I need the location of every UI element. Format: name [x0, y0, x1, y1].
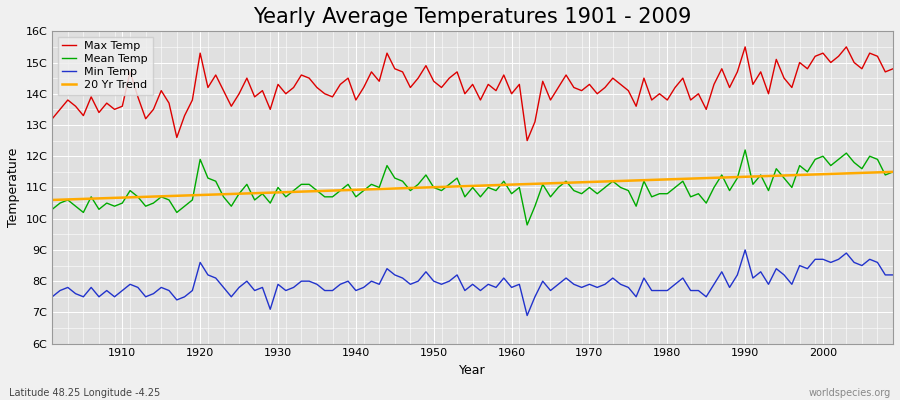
- Max Temp: [499, 73, 509, 78]
- Min Temp: [327, 288, 338, 293]
- Min Temp: [281, 288, 292, 293]
- 20 Yr Trend: [327, 188, 338, 193]
- Min Temp: [740, 248, 751, 252]
- 20 Yr Trend: [506, 182, 517, 187]
- Max Temp: [740, 44, 751, 49]
- Max Temp: [109, 107, 120, 112]
- Y-axis label: Temperature: Temperature: [7, 148, 20, 227]
- Line: Max Temp: Max Temp: [52, 47, 893, 141]
- Max Temp: [506, 91, 517, 96]
- Max Temp: [522, 138, 533, 143]
- Min Temp: [887, 272, 898, 277]
- Min Temp: [499, 276, 509, 280]
- Mean Temp: [740, 148, 751, 152]
- Mean Temp: [109, 204, 120, 209]
- Min Temp: [608, 276, 618, 280]
- Max Temp: [47, 116, 58, 121]
- Mean Temp: [281, 194, 292, 199]
- Mean Temp: [522, 222, 533, 227]
- Mean Temp: [608, 179, 618, 184]
- Mean Temp: [499, 179, 509, 184]
- Title: Yearly Average Temperatures 1901 - 2009: Yearly Average Temperatures 1901 - 2009: [254, 7, 692, 27]
- Min Temp: [109, 294, 120, 299]
- Max Temp: [887, 66, 898, 71]
- Text: worldspecies.org: worldspecies.org: [809, 388, 891, 398]
- Min Temp: [522, 313, 533, 318]
- Min Temp: [506, 285, 517, 290]
- Min Temp: [47, 294, 58, 299]
- Mean Temp: [327, 194, 338, 199]
- 20 Yr Trend: [281, 190, 292, 194]
- 20 Yr Trend: [599, 179, 610, 184]
- Line: 20 Yr Trend: 20 Yr Trend: [52, 172, 893, 200]
- 20 Yr Trend: [109, 196, 120, 200]
- 20 Yr Trend: [499, 182, 509, 187]
- X-axis label: Year: Year: [459, 364, 486, 377]
- Max Temp: [608, 76, 618, 80]
- Mean Temp: [887, 170, 898, 174]
- Mean Temp: [506, 191, 517, 196]
- Line: Mean Temp: Mean Temp: [52, 150, 893, 225]
- Legend: Max Temp, Mean Temp, Min Temp, 20 Yr Trend: Max Temp, Mean Temp, Min Temp, 20 Yr Tre…: [58, 37, 152, 94]
- 20 Yr Trend: [887, 170, 898, 174]
- Max Temp: [327, 94, 338, 99]
- Max Temp: [281, 91, 292, 96]
- Text: Latitude 48.25 Longitude -4.25: Latitude 48.25 Longitude -4.25: [9, 388, 160, 398]
- Mean Temp: [47, 207, 58, 212]
- Line: Min Temp: Min Temp: [52, 250, 893, 316]
- 20 Yr Trend: [47, 198, 58, 202]
